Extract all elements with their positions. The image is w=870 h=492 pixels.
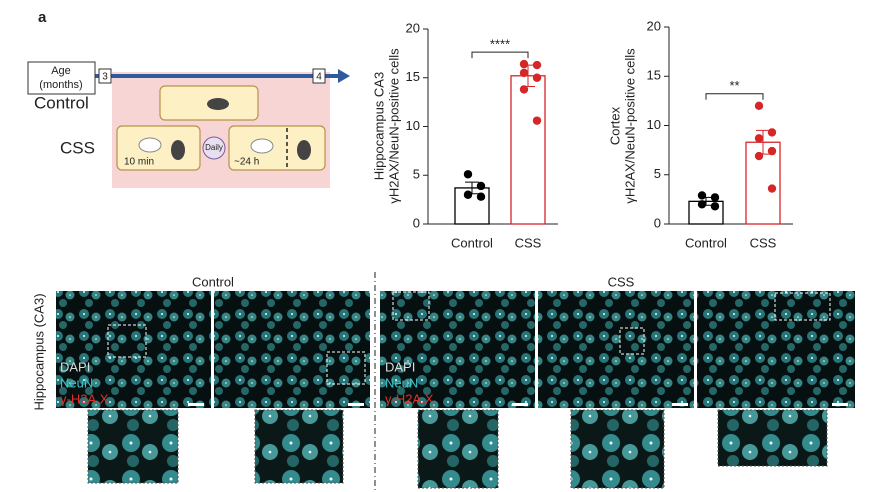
roi-boxes [107,291,831,385]
y-axis-label: Hippocampus CA3 [371,72,386,180]
region-label: Hippocampus (CA3) [31,293,46,410]
recovery: ~24 h [234,157,259,168]
data-point [754,151,764,161]
y-tick-label: 10 [406,118,420,133]
y-tick-label: 15 [406,69,420,84]
exposure: 10 min [124,157,154,168]
data-point [476,192,486,201]
data-point [476,181,486,191]
arrow-head [338,69,350,83]
mouse [171,140,185,160]
css-label: CSS [60,138,95,157]
age-label: Age [51,65,71,77]
micrograph [697,291,855,408]
data-point [767,184,777,193]
data-point [710,202,720,211]
mouse [250,138,274,154]
css-title: CSS [608,274,635,289]
age-marker [312,68,326,84]
data-point [519,85,529,94]
y-axis-label: γH2AX/NeuN-positive cells [386,48,401,204]
data-point [754,101,764,111]
micrographs: Control CSS Hippocampus (CA3) DAPI NeuN … [31,272,855,492]
panel-label: a [38,9,47,26]
micrograph [56,291,211,408]
schematic: Age (months) 3 4 Control CSS 10 min Dail… [27,61,350,188]
significance-bracket [471,51,529,59]
y-tick-label: 0 [654,215,661,230]
micrograph [214,291,370,408]
age-label: (months) [39,79,82,91]
micrograph [380,291,535,408]
stain-gh2ax: γ-H2A.X [385,391,434,406]
start-age: 3 [102,72,108,83]
y-axis-label: γH2AX/NeuN-positive cells [622,48,637,204]
data-point [519,68,529,78]
mouse [297,140,311,160]
y-tick-label: 20 [406,20,420,35]
data-point [710,193,720,202]
x-tick-label: CSS [515,235,542,250]
y-tick-label: 5 [654,166,661,181]
age-box [27,61,96,95]
data-point [532,60,542,70]
frequency: Daily [205,143,223,152]
data-point [767,146,777,156]
mouse [207,98,229,110]
stain-neun: NeuN [385,375,418,390]
data-point [532,116,542,125]
x-tick-label: Control [685,235,727,250]
cycle [202,136,226,160]
y-tick-label: 5 [413,167,420,182]
stain-dapi: DAPI [60,359,90,374]
data-point [519,59,529,69]
y-tick-label: 15 [647,68,661,83]
y-tick-label: 20 [647,18,661,33]
y-tick-label: 10 [647,117,661,132]
bar [510,75,546,225]
significance: ** [729,78,739,93]
scale-bars [188,403,848,406]
control-title: Control [192,274,234,289]
insets [87,409,828,489]
mouse [138,137,162,153]
significance: **** [490,37,510,52]
data-point [697,200,707,209]
stain-neun: NeuN [60,375,93,390]
age-marker [98,68,112,84]
data-point [532,73,542,82]
significance-bracket [705,93,764,100]
micrograph [538,291,694,408]
stain-dapi: DAPI [385,359,415,374]
y-axis-label: Cortex [607,106,622,145]
x-tick-label: Control [451,235,493,250]
y-tick-label: 0 [413,215,420,230]
stain-gh2ax: γ-H2A.X [60,391,109,406]
control-label: Control [34,93,89,112]
data-point [463,170,473,179]
data-point [767,128,777,137]
data-point [754,134,764,143]
x-tick-label: CSS [750,235,777,250]
data-point [463,190,473,199]
end-age: 4 [316,72,322,83]
data-point [697,191,707,200]
